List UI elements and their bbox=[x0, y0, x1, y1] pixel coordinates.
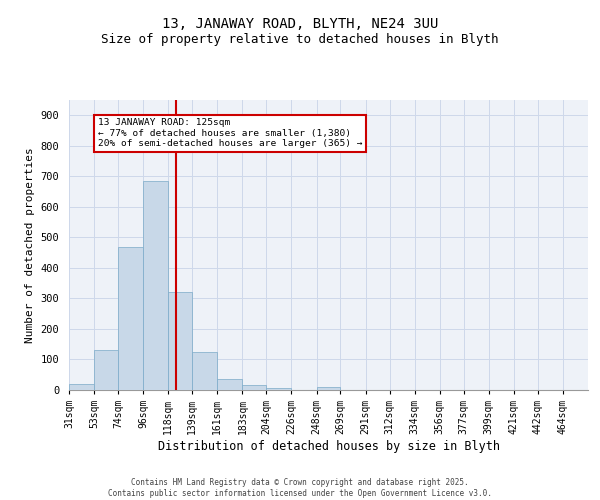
X-axis label: Distribution of detached houses by size in Blyth: Distribution of detached houses by size … bbox=[157, 440, 499, 453]
Bar bbox=[143, 181, 168, 390]
Y-axis label: Number of detached properties: Number of detached properties bbox=[25, 147, 35, 343]
Text: 13 JANAWAY ROAD: 125sqm
← 77% of detached houses are smaller (1,380)
20% of semi: 13 JANAWAY ROAD: 125sqm ← 77% of detache… bbox=[98, 118, 362, 148]
Bar bbox=[242, 385, 266, 390]
Bar bbox=[118, 246, 143, 390]
Bar bbox=[94, 350, 118, 390]
Bar bbox=[169, 292, 192, 390]
Text: Size of property relative to detached houses in Blyth: Size of property relative to detached ho… bbox=[101, 32, 499, 46]
Bar bbox=[69, 384, 94, 390]
Bar bbox=[317, 387, 340, 390]
Bar bbox=[266, 388, 292, 390]
Text: Contains HM Land Registry data © Crown copyright and database right 2025.
Contai: Contains HM Land Registry data © Crown c… bbox=[108, 478, 492, 498]
Bar bbox=[193, 352, 217, 390]
Text: 13, JANAWAY ROAD, BLYTH, NE24 3UU: 13, JANAWAY ROAD, BLYTH, NE24 3UU bbox=[162, 18, 438, 32]
Bar bbox=[217, 380, 242, 390]
